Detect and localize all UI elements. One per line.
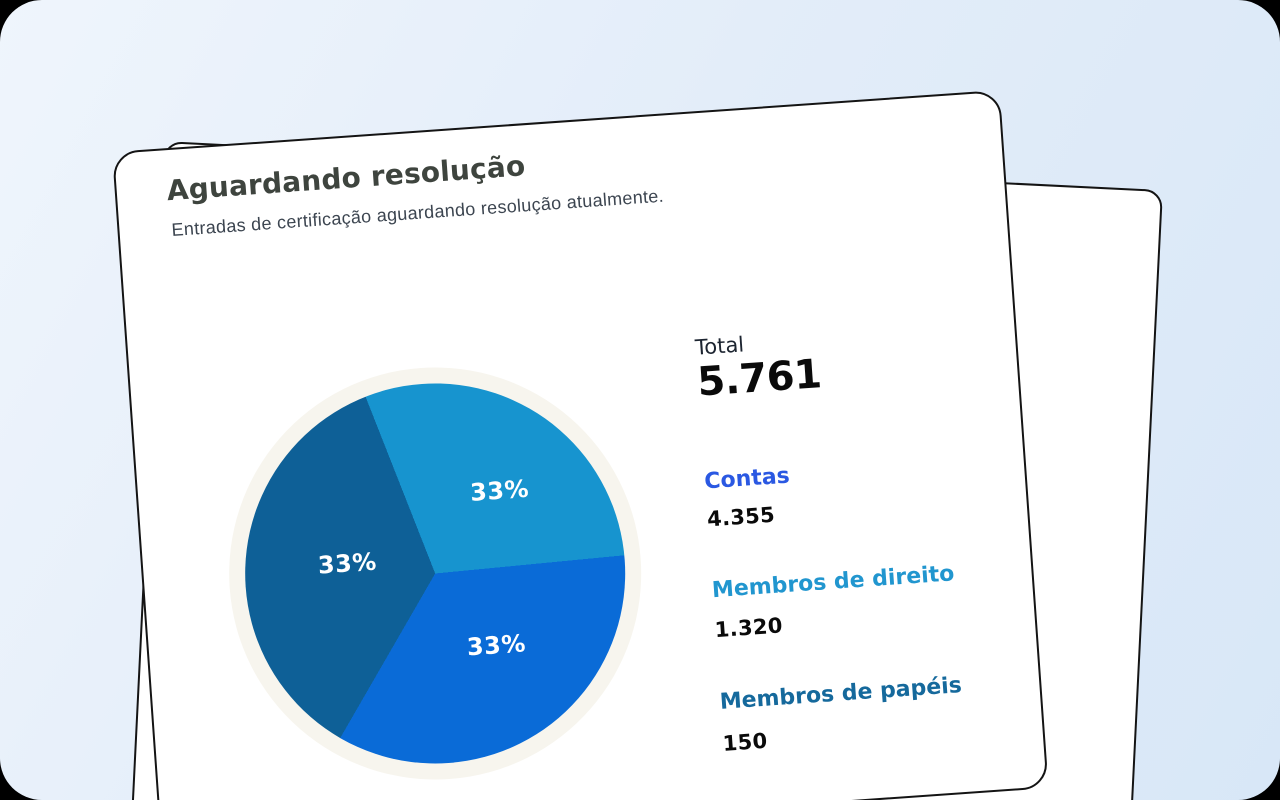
pie-label-contas: 33% xyxy=(465,629,527,662)
legend-value-membros-de-direito: 1.320 xyxy=(713,613,784,643)
legend-label-membros-de-direito: Membros de direito xyxy=(711,561,956,604)
pie-label-membros-de-papeis: 33% xyxy=(316,547,378,580)
total-label: Total xyxy=(694,332,745,360)
legend-label-contas: Contas xyxy=(703,463,791,495)
stats-panel: Total 5.761 Contas 4.355 Membros de dire… xyxy=(679,92,1047,800)
legend-label-membros-de-papeis: Membros de papéis xyxy=(719,673,963,715)
pie-label-membros-de-direito: 33% xyxy=(469,474,530,507)
total-value: 5.761 xyxy=(695,351,823,406)
legend-value-membros-de-papeis: 150 xyxy=(721,728,769,756)
report-card: Aguardando resolução Entradas de certifi… xyxy=(112,89,1049,800)
pie-chart: 33% 33% 33% xyxy=(215,353,656,794)
legend-value-contas: 4.355 xyxy=(706,502,776,532)
